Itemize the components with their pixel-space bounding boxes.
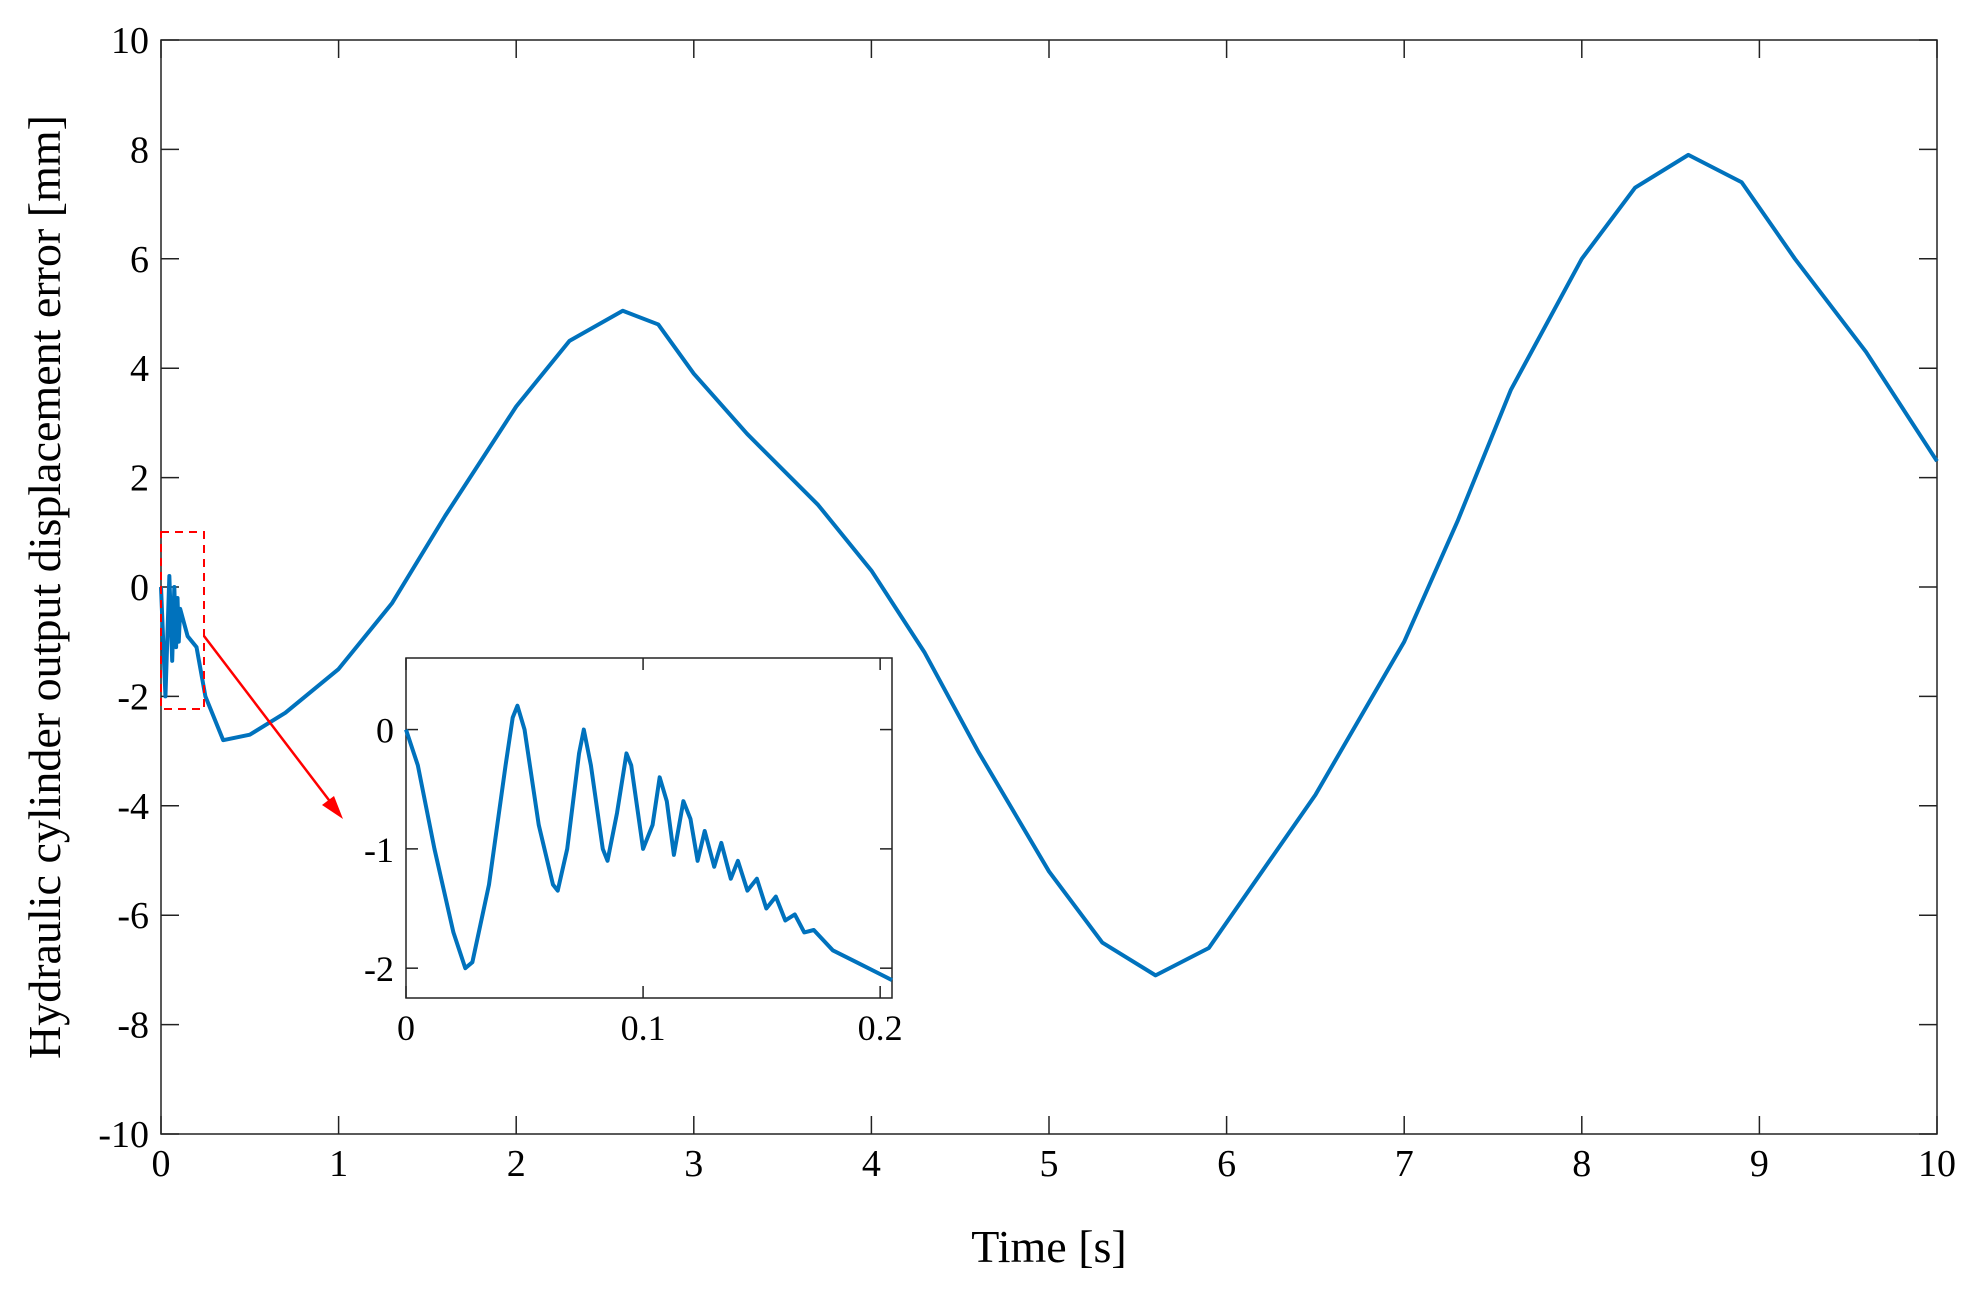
x-axis-label: Time [s]: [971, 1221, 1127, 1272]
y-tick-label: 10: [111, 20, 149, 62]
zoom-box: [160, 531, 205, 710]
x-tick-label: 5: [1040, 1143, 1059, 1185]
x-tick-label: 3: [684, 1143, 703, 1185]
y-axis-label: Hydraulic cylinder output displacement e…: [19, 115, 70, 1059]
x-tick-label: 9: [1750, 1143, 1769, 1185]
y-tick-label: 6: [130, 239, 149, 281]
y-tick-label: -10: [98, 1114, 149, 1156]
x-tick-label: 8: [1572, 1143, 1591, 1185]
y-tick-label: -8: [117, 1005, 149, 1047]
y-tick-label: 0: [376, 711, 394, 751]
x-tick-label: 0: [397, 1008, 415, 1048]
data-line: [404, 703, 893, 982]
y-tick-label: -6: [117, 895, 149, 937]
y-tick-label: 8: [130, 129, 149, 171]
x-tick-label: 0: [152, 1143, 171, 1185]
data-line: [159, 152, 1939, 978]
x-tick-label: 0.1: [621, 1008, 666, 1048]
plot-frame: [405, 657, 893, 999]
y-tick-label: -1: [364, 830, 394, 870]
x-tick-label: 7: [1395, 1143, 1414, 1185]
y-tick-label: 0: [130, 567, 149, 609]
inset-background: [406, 658, 892, 998]
y-tick-label: 2: [130, 458, 149, 500]
x-tick-label: 1: [329, 1143, 348, 1185]
y-tick-label: -4: [117, 786, 149, 828]
zoom-arrow: [203, 635, 336, 809]
x-tick-label: 2: [507, 1143, 526, 1185]
x-tick-label: 6: [1217, 1143, 1236, 1185]
inset-plot: 0 0.1 0.2 -2 -1 0: [364, 657, 903, 1048]
y-tick-label: 4: [130, 348, 149, 390]
x-tick-label: 0.2: [858, 1008, 903, 1048]
x-tick-label: 10: [1918, 1143, 1956, 1185]
arrow-head: [322, 796, 343, 819]
y-tick-label: -2: [364, 949, 394, 989]
y-tick-label: -2: [117, 676, 149, 718]
x-tick-label: 4: [862, 1143, 881, 1185]
